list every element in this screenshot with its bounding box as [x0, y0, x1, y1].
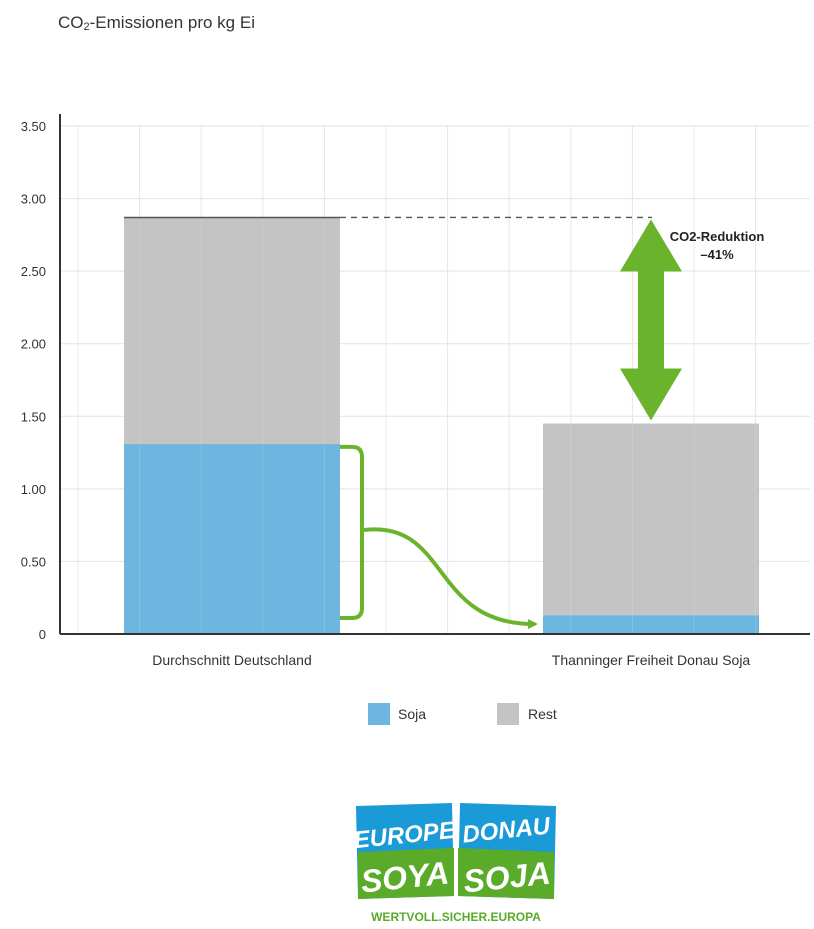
- legend-swatch-rest: [497, 703, 519, 725]
- y-ticks: 0 0.50 1.00 1.50 2.00 2.50 3.00 3.50: [21, 119, 46, 642]
- bar-rest-0: [124, 217, 340, 444]
- bar-soja-0: [124, 443, 340, 634]
- soja-bracket: [340, 444, 364, 620]
- annotation-line1: CO2-Reduktion: [670, 229, 765, 244]
- bar-soja-1: [543, 615, 759, 634]
- y-tick-label-5: 2.50: [21, 264, 46, 279]
- annotation-line2: –41%: [700, 247, 734, 262]
- y-tick-label-1: 0.50: [21, 554, 46, 569]
- y-tick-label-7: 3.50: [21, 119, 46, 134]
- donau-soja-logo: DONAU SOJA: [458, 803, 556, 900]
- y-tick-label-6: 3.00: [21, 192, 46, 207]
- y-tick-label-0: 0: [39, 627, 46, 642]
- category-label-0: Durchschnitt Deutschland: [152, 652, 312, 668]
- legend-label-rest: Rest: [528, 706, 557, 722]
- europe-soya-logo: EUROPE SOYA: [352, 803, 457, 900]
- bar-rest-1: [543, 423, 759, 616]
- legend: Soja Rest: [368, 703, 557, 725]
- annotations: CO2-Reduktion –41%: [340, 216, 765, 630]
- category-labels: Durchschnitt Deutschland Thanninger Freih…: [152, 652, 750, 668]
- bars: [77, 126, 759, 634]
- chart-title: CO2-Emissionen pro kg Ei: [58, 13, 255, 33]
- logo-tagline: WERTVOLL.SICHER.EUROPA: [371, 910, 541, 924]
- axes: [59, 114, 810, 635]
- legend-swatch-soja: [368, 703, 390, 725]
- y-tick-label-3: 1.50: [21, 409, 46, 424]
- reduction-double-arrow: [620, 219, 682, 421]
- category-label-1: Thanninger Freiheit Donau Soja: [552, 652, 751, 668]
- legend-label-soja: Soja: [398, 706, 426, 722]
- soja-transfer-arrow: [363, 527, 538, 630]
- y-tick-label-2: 1.00: [21, 482, 46, 497]
- y-tick-label-4: 2.00: [21, 337, 46, 352]
